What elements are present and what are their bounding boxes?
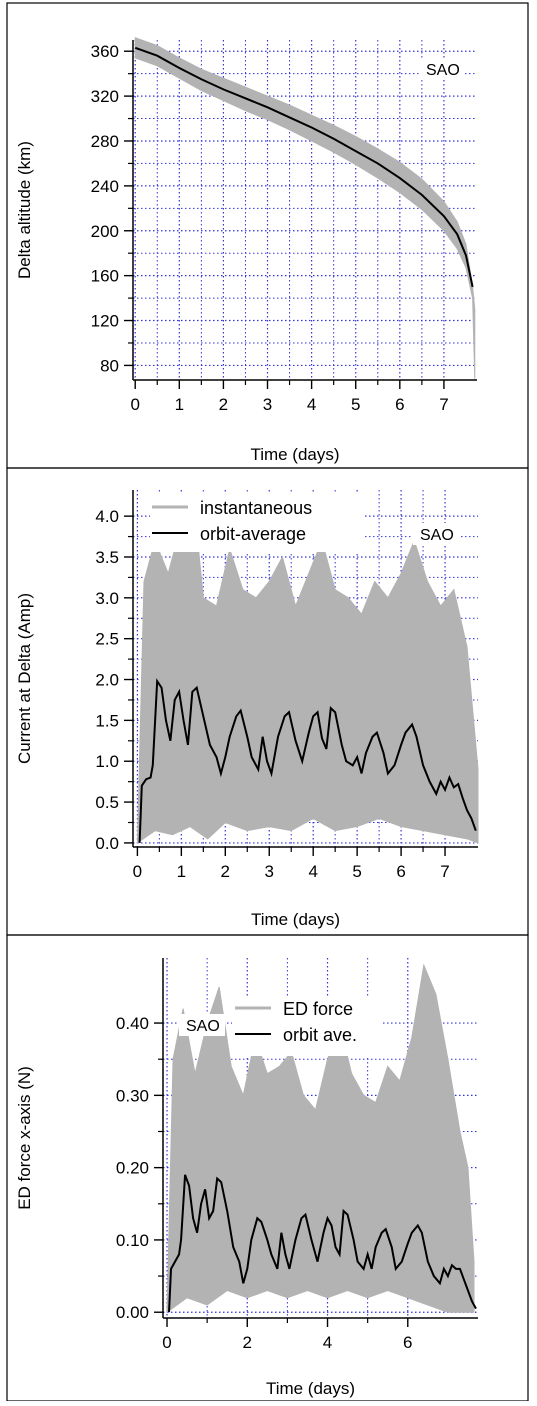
panel1-x-tick-label-2: 2: [219, 395, 228, 414]
panel3-y-tick-label-3: 0.30: [116, 1086, 149, 1105]
panel2-orbit-average-line: [138, 678, 477, 843]
panel1-x-tick-label-7: 7: [439, 395, 448, 414]
panel1-y-tick-label-4: 240: [91, 177, 119, 196]
panel2-x-tick-label-0: 0: [133, 862, 142, 881]
panel2-y-tick-label-8: 4.0: [95, 507, 119, 526]
panel1-y-axis-title: Delta altitude (km): [15, 141, 34, 279]
panel1-x-tick-label-0: 0: [130, 395, 139, 414]
panel2-instantaneous-band: [136, 506, 479, 844]
panel2-x-tick-label-3: 3: [265, 862, 274, 881]
panel1-y-tick-label-3: 200: [91, 222, 119, 241]
panel2-y-axis-title: Current at Delta (Amp): [15, 593, 34, 764]
panel3-x-tick-label-3: 6: [403, 1333, 412, 1352]
panel3-x-tick-label-0: 0: [162, 1333, 171, 1352]
panel2-y-tick-label-2: 1.0: [95, 752, 119, 771]
panel2-y-tick-label-7: 3.5: [95, 548, 119, 567]
panel2-legend-label-1: orbit-average: [200, 524, 306, 544]
panel3-y-tick-label-4: 0.40: [116, 1014, 149, 1033]
panel1-y-tick-label-2: 160: [91, 267, 119, 286]
panel3-legend-label-0: ED force: [283, 999, 353, 1019]
panel2-x-tick-label-4: 4: [308, 862, 317, 881]
panel1-annotation-sao: SAO: [426, 62, 460, 79]
panel1-y-tick-label-7: 360: [91, 42, 119, 61]
panel1-annotation-bg: [419, 58, 465, 80]
panel1-series-2-line: [134, 46, 474, 288]
panel3-orbit-ave--line: [168, 1174, 477, 1313]
panel2-y-tick-label-3: 1.5: [95, 711, 119, 730]
panel1-series-1-band: [134, 37, 476, 379]
panel2-annotation-bg: [413, 523, 459, 545]
panel3-x-tick-label-1: 2: [243, 1333, 252, 1352]
panel1-y-tick-label-5: 280: [91, 132, 119, 151]
panel1-x-tick-label-5: 5: [351, 395, 360, 414]
panel3-legend-label-1: orbit ave.: [283, 1025, 357, 1045]
panel1-x-tick-label-1: 1: [175, 395, 184, 414]
panel1-x-tick-label-4: 4: [307, 395, 316, 414]
panel2-y-tick-label-0: 0.0: [95, 834, 119, 853]
panel2-x-tick-label-6: 6: [396, 862, 405, 881]
panel2-y-tick-label-1: 0.5: [95, 793, 119, 812]
panel3-x-axis-title: Time (days): [266, 1379, 355, 1398]
panel2-y-tick-label-5: 2.5: [95, 630, 119, 649]
panel3-y-axis-title: ED force x-axis (N): [15, 1066, 34, 1210]
panel2-legend-box: [150, 494, 363, 552]
panel2-x-tick-label-7: 7: [440, 862, 449, 881]
panel3-y-tick-label-0: 0.00: [116, 1303, 149, 1322]
panel2-annotation-sao: SAO: [420, 527, 454, 544]
panel2-y-tick-label-6: 3.0: [95, 589, 119, 608]
panel1-y-tick-label-6: 320: [91, 87, 119, 106]
panel2-y-tick-label-4: 2.0: [95, 671, 119, 690]
panel3-ed-force-band: [166, 963, 475, 1314]
panel3-annotation-bg: [179, 1014, 225, 1036]
panel2-x-tick-label-5: 5: [352, 862, 361, 881]
panel1-y-tick-label-0: 80: [100, 356, 119, 375]
panel1-y-tick-label-1: 120: [91, 312, 119, 331]
panel1-x-tick-label-6: 6: [395, 395, 404, 414]
panel2-x-tick-label-2: 2: [221, 862, 230, 881]
panel1-x-tick-label-3: 3: [263, 395, 272, 414]
panel3-y-tick-label-1: 0.10: [116, 1231, 149, 1250]
panel1-x-axis-title: Time (days): [250, 445, 339, 464]
panel2-x-tick-label-1: 1: [177, 862, 186, 881]
panel3-y-tick-label-2: 0.20: [116, 1159, 149, 1178]
panel3-x-tick-label-2: 4: [323, 1333, 332, 1352]
panel2-x-axis-title: Time (days): [251, 910, 340, 929]
panel3-annotation-sao: SAO: [186, 1018, 220, 1035]
panel2-legend-label-0: instantaneous: [200, 498, 312, 518]
